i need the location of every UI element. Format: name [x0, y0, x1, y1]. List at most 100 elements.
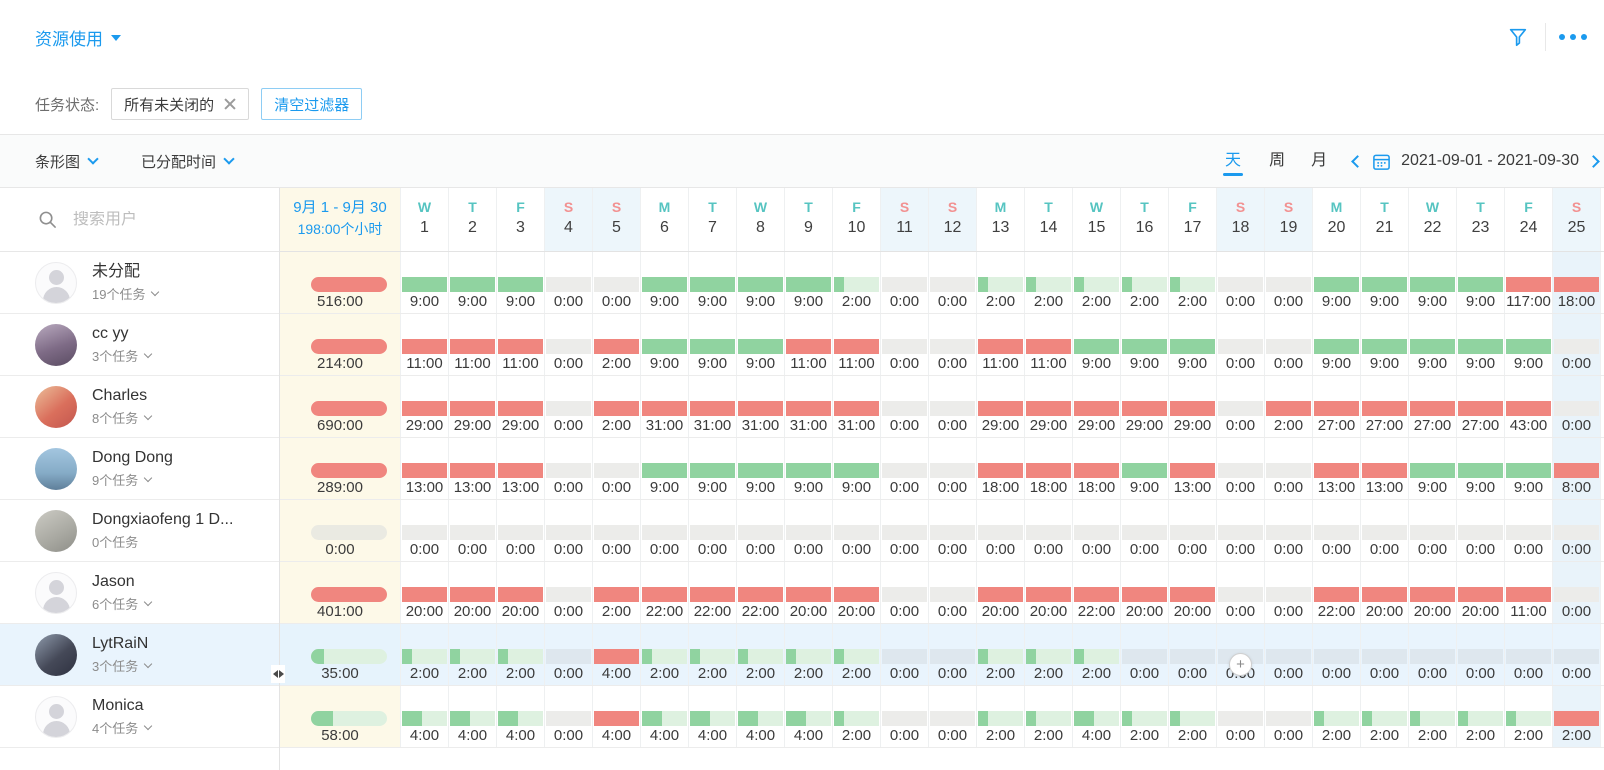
day-cell[interactable]: 0:00	[1360, 624, 1408, 685]
day-cell[interactable]: 0:00	[880, 686, 928, 747]
day-header[interactable]: S 12	[928, 188, 976, 251]
day-cell[interactable]: 2:00	[736, 624, 784, 685]
day-cell[interactable]: 9:00	[1168, 314, 1216, 375]
day-header[interactable]: F 17	[1168, 188, 1216, 251]
day-cell[interactable]: 27:00	[1360, 376, 1408, 437]
day-cell[interactable]: 2:00	[688, 624, 736, 685]
day-header[interactable]: W 15	[1072, 188, 1120, 251]
day-cell[interactable]: 20:00	[1456, 562, 1504, 623]
chart-type-dropdown[interactable]: 条形图	[35, 151, 99, 172]
day-cell[interactable]: 13:00	[448, 438, 496, 499]
day-cell[interactable]: 29:00	[448, 376, 496, 437]
day-cell[interactable]: 18:00	[1024, 438, 1072, 499]
day-cell[interactable]: 20:00	[832, 562, 880, 623]
day-header[interactable]: T 16	[1120, 188, 1168, 251]
view-switcher[interactable]: 资源使用	[35, 25, 121, 50]
day-cell[interactable]: 31:00	[688, 376, 736, 437]
day-cell[interactable]: 20:00	[784, 562, 832, 623]
day-cell[interactable]: 29:00	[496, 376, 544, 437]
summary-cell[interactable]: 0:00	[280, 500, 400, 561]
day-cell[interactable]: 9:00	[1456, 438, 1504, 499]
search-input[interactable]	[73, 210, 243, 229]
day-cell[interactable]: 31:00	[784, 376, 832, 437]
day-cell[interactable]: 0:00	[880, 624, 928, 685]
day-cell[interactable]: 0:00	[1552, 624, 1600, 685]
day-cell[interactable]: 0:00	[688, 500, 736, 561]
day-cell[interactable]: 20:00	[400, 562, 448, 623]
day-cell[interactable]: 9:00	[400, 252, 448, 313]
day-cell[interactable]: 18:00	[1552, 252, 1600, 313]
day-header[interactable]: T 21	[1360, 188, 1408, 251]
day-cell[interactable]: 0:00	[1360, 500, 1408, 561]
day-cell[interactable]: 0:00	[544, 314, 592, 375]
day-cell[interactable]: 0:00	[1552, 376, 1600, 437]
day-cell[interactable]: 0:00	[1216, 438, 1264, 499]
day-cell[interactable]: 0:00	[1216, 314, 1264, 375]
day-cell[interactable]: 2:00	[496, 624, 544, 685]
date-range-picker[interactable]: 2021-09-01 - 2021-09-30	[1401, 152, 1579, 169]
day-cell[interactable]: 31:00	[736, 376, 784, 437]
day-cell[interactable]: 0:00	[592, 252, 640, 313]
day-cell[interactable]: 0:00	[1216, 252, 1264, 313]
summary-cell[interactable]: 58:00	[280, 686, 400, 747]
day-header[interactable]: S 11	[880, 188, 928, 251]
day-cell[interactable]: 2:00	[1120, 252, 1168, 313]
day-cell[interactable]: 2:00	[592, 376, 640, 437]
day-cell[interactable]: 2:00	[976, 624, 1024, 685]
day-cell[interactable]: 2:00	[1024, 624, 1072, 685]
day-cell[interactable]: 0:00	[832, 500, 880, 561]
day-cell[interactable]: 2:00	[1072, 624, 1120, 685]
day-cell[interactable]: 0:00	[1264, 314, 1312, 375]
day-cell[interactable]: 9:00	[1360, 252, 1408, 313]
day-cell[interactable]: 20:00	[1408, 562, 1456, 623]
day-cell[interactable]: 0:00	[1072, 500, 1120, 561]
day-cell[interactable]: 9:00	[1456, 252, 1504, 313]
day-cell[interactable]: 9:00	[1408, 438, 1456, 499]
day-cell[interactable]: 9:00	[1504, 314, 1552, 375]
day-cell[interactable]: 9:00	[784, 438, 832, 499]
day-cell[interactable]: 2:00	[1408, 686, 1456, 747]
day-cell[interactable]: 2:00	[832, 686, 880, 747]
day-cell[interactable]: 0:00	[592, 500, 640, 561]
day-cell[interactable]: 0:00	[544, 562, 592, 623]
day-cell[interactable]: 2:00	[1168, 686, 1216, 747]
day-cell[interactable]: 4:00	[688, 686, 736, 747]
day-cell[interactable]: 0:00	[1120, 624, 1168, 685]
day-cell[interactable]: 2:00	[1024, 252, 1072, 313]
day-cell[interactable]: 4:00	[400, 686, 448, 747]
day-cell[interactable]: 0:00	[1264, 562, 1312, 623]
day-cell[interactable]: 43:00	[1504, 376, 1552, 437]
day-cell[interactable]: 4:00	[1072, 686, 1120, 747]
day-cell[interactable]: 9:00	[832, 438, 880, 499]
user-row[interactable]: Dong Dong 9个任务	[0, 438, 279, 500]
user-row[interactable]: Charles 8个任务	[0, 376, 279, 438]
day-cell[interactable]: 20:00	[1024, 562, 1072, 623]
day-cell[interactable]: 2:00	[400, 624, 448, 685]
user-task-count[interactable]: 3个任务	[92, 656, 153, 675]
next-period-button[interactable]	[1587, 154, 1600, 168]
day-header[interactable]: T 14	[1024, 188, 1072, 251]
user-task-count[interactable]: 6个任务	[92, 594, 153, 613]
day-cell[interactable]: 27:00	[1456, 376, 1504, 437]
day-cell[interactable]: 0:00	[880, 252, 928, 313]
user-row[interactable]: Monica 4个任务	[0, 686, 279, 748]
day-cell[interactable]: 9:00	[784, 252, 832, 313]
day-cell[interactable]: 0:00	[880, 562, 928, 623]
day-cell[interactable]: 9:00	[640, 314, 688, 375]
day-cell[interactable]: 27:00	[1312, 376, 1360, 437]
day-cell[interactable]: 29:00	[400, 376, 448, 437]
day-cell[interactable]: 11:00	[1504, 562, 1552, 623]
add-allocation-button[interactable]: +	[1229, 653, 1252, 676]
day-cell[interactable]: 18:00	[1072, 438, 1120, 499]
prev-period-button[interactable]	[1351, 154, 1364, 168]
day-cell[interactable]: 0:00	[544, 624, 592, 685]
user-row[interactable]: Dongxiaofeng 1 D... 0个任务	[0, 500, 279, 562]
day-cell[interactable]: 22:00	[1072, 562, 1120, 623]
